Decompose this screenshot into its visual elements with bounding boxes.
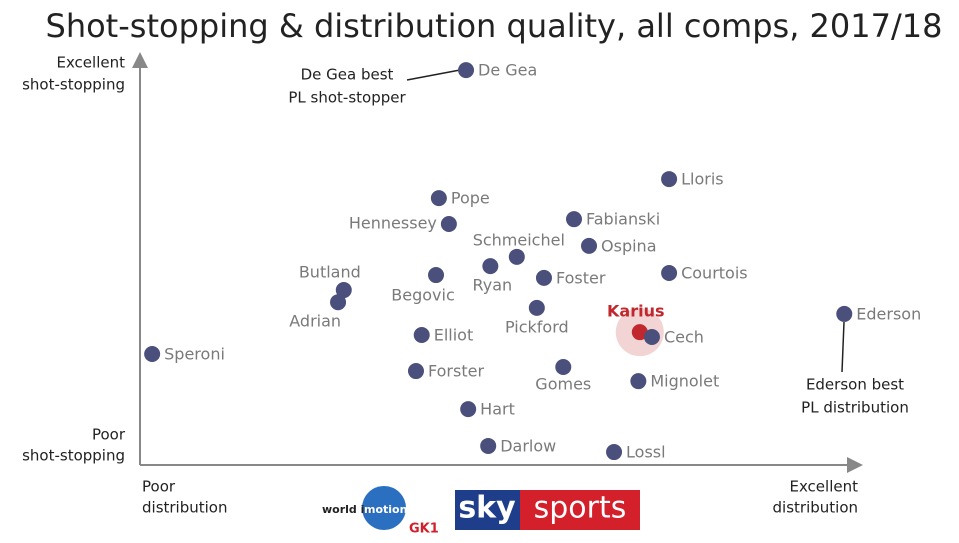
annotation-line	[841, 321, 845, 373]
point-label: Schmeichel	[473, 230, 565, 249]
point	[335, 282, 352, 299]
point-label: Darlow	[500, 436, 556, 455]
y-label: Poor	[92, 426, 126, 444]
point	[428, 267, 445, 284]
point-label: De Gea	[478, 61, 537, 80]
logo-box	[455, 490, 520, 530]
point-label: Pickford	[505, 317, 569, 336]
point-label: Begovic	[391, 286, 454, 305]
point-label: Pope	[451, 189, 490, 208]
logos: world in motion GK1 sky sports	[322, 486, 640, 537]
point-label: Ryan	[473, 276, 513, 295]
point	[407, 363, 424, 380]
point	[144, 346, 161, 363]
point	[413, 326, 430, 343]
point-label: Ederson	[856, 304, 921, 323]
point-label: Adrian	[289, 312, 341, 331]
point	[836, 305, 853, 322]
point-label: Courtois	[681, 264, 748, 283]
point	[458, 62, 475, 79]
logo-circle	[362, 486, 406, 530]
point	[482, 258, 499, 275]
point-label: Butland	[299, 263, 361, 282]
logo-box	[520, 490, 640, 530]
x-label: Excellent	[789, 478, 858, 496]
x-label: Poor	[142, 478, 176, 496]
point-label: Cech	[664, 328, 704, 347]
logo-text: motion	[364, 503, 407, 516]
point	[528, 299, 545, 316]
annotation: De Gea best	[301, 66, 394, 84]
point-label: Foster	[556, 268, 606, 287]
point	[631, 324, 648, 341]
chart-title: Shot-stopping & distribution quality, al…	[46, 7, 943, 45]
x-label: distribution	[142, 499, 227, 517]
logo-text: sky	[458, 491, 516, 526]
point-label: Speroni	[164, 345, 225, 364]
logo-text: GK1	[409, 522, 439, 537]
point	[440, 216, 457, 233]
point	[581, 237, 598, 254]
annotation: PL shot-stopper	[288, 89, 406, 107]
annotation: PL distribution	[801, 399, 909, 417]
point	[630, 373, 647, 390]
point-label: Lossl	[626, 443, 666, 462]
point-label: Ospina	[601, 236, 656, 255]
point-label: Elliot	[434, 325, 474, 344]
annotation-line	[406, 69, 461, 81]
logo-text: sports	[534, 491, 627, 526]
y-label: shot-stopping	[22, 447, 125, 465]
x-label: distribution	[773, 499, 858, 517]
point-label: Hart	[480, 400, 515, 419]
point	[430, 190, 447, 207]
point	[460, 401, 477, 418]
point-label: Lloris	[681, 170, 724, 189]
point	[535, 269, 552, 286]
point	[508, 248, 525, 265]
point-label: Fabianski	[586, 210, 660, 229]
point	[330, 294, 347, 311]
point	[661, 265, 678, 282]
y-label: shot-stopping	[22, 76, 125, 94]
point	[480, 437, 497, 454]
point-label: Gomes	[535, 374, 591, 393]
point-label: Forster	[428, 362, 484, 381]
annotation: Ederson best	[806, 376, 904, 394]
point	[566, 211, 583, 228]
point-label: Karius	[607, 302, 664, 321]
point	[606, 444, 623, 461]
point-label: Hennessey	[349, 214, 437, 233]
point	[661, 171, 678, 188]
y-label: Excellent	[56, 54, 125, 72]
logo-text: world in	[322, 503, 372, 516]
point	[643, 329, 660, 346]
point-label: Mignolet	[650, 372, 719, 391]
point	[555, 358, 572, 375]
